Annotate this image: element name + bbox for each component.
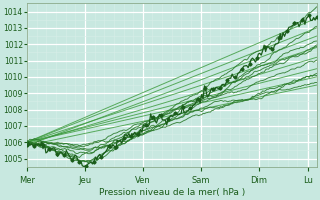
X-axis label: Pression niveau de la mer( hPa ): Pression niveau de la mer( hPa ) — [99, 188, 245, 197]
